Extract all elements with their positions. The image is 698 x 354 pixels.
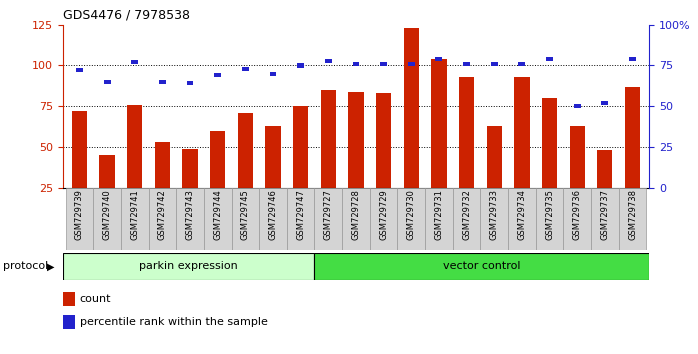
Bar <box>149 188 176 250</box>
Bar <box>536 188 563 250</box>
Bar <box>325 58 332 63</box>
Bar <box>380 62 387 66</box>
Text: protocol: protocol <box>3 261 49 272</box>
Bar <box>210 131 225 188</box>
Bar <box>403 28 419 188</box>
Bar <box>408 62 415 66</box>
Bar <box>508 188 536 250</box>
Text: GSM729744: GSM729744 <box>213 189 222 240</box>
Text: GDS4476 / 7978538: GDS4476 / 7978538 <box>63 9 190 22</box>
Bar <box>320 90 336 188</box>
Text: GSM729729: GSM729729 <box>379 189 388 240</box>
Text: GSM729728: GSM729728 <box>352 189 360 240</box>
Text: GSM729738: GSM729738 <box>628 189 637 240</box>
Bar <box>293 106 309 188</box>
Bar <box>625 87 640 188</box>
Bar <box>519 62 526 66</box>
Text: GSM729741: GSM729741 <box>131 189 139 240</box>
Bar <box>431 59 447 188</box>
Bar <box>546 57 553 61</box>
Bar <box>76 68 83 73</box>
Bar <box>436 57 443 61</box>
Text: parkin expression: parkin expression <box>139 261 238 272</box>
Bar <box>397 188 425 250</box>
Bar <box>287 188 315 250</box>
Bar <box>127 104 142 188</box>
Text: GSM729733: GSM729733 <box>490 189 499 240</box>
Bar <box>597 150 612 188</box>
Text: vector control: vector control <box>443 261 521 272</box>
Bar <box>259 188 287 250</box>
Bar <box>352 62 359 66</box>
Bar <box>66 188 94 250</box>
Bar <box>618 188 646 250</box>
Bar <box>269 72 276 76</box>
Bar <box>103 80 110 84</box>
Bar <box>348 92 364 188</box>
Text: GSM729747: GSM729747 <box>296 189 305 240</box>
Text: GSM729739: GSM729739 <box>75 189 84 240</box>
Text: percentile rank within the sample: percentile rank within the sample <box>80 317 267 327</box>
Bar <box>121 188 149 250</box>
Bar <box>491 62 498 66</box>
Bar <box>570 126 585 188</box>
Bar <box>176 188 204 250</box>
Bar <box>542 98 557 188</box>
Bar <box>63 253 314 280</box>
Text: GSM729737: GSM729737 <box>600 189 609 240</box>
Bar <box>131 60 138 64</box>
Text: GSM729735: GSM729735 <box>545 189 554 240</box>
Text: GSM729734: GSM729734 <box>517 189 526 240</box>
Text: GSM729742: GSM729742 <box>158 189 167 240</box>
Bar <box>315 188 342 250</box>
Bar <box>155 142 170 188</box>
Bar <box>94 188 121 250</box>
Text: GSM729730: GSM729730 <box>407 189 416 240</box>
Bar <box>370 188 397 250</box>
Bar <box>214 73 221 77</box>
Bar <box>574 104 581 108</box>
Text: GSM729743: GSM729743 <box>186 189 195 240</box>
Bar <box>463 62 470 66</box>
Bar <box>265 126 281 188</box>
Bar <box>376 93 392 188</box>
Bar <box>459 77 474 188</box>
Bar <box>297 63 304 68</box>
Bar <box>186 81 193 85</box>
Bar <box>480 188 508 250</box>
Text: GSM729732: GSM729732 <box>462 189 471 240</box>
Text: GSM729731: GSM729731 <box>434 189 443 240</box>
Text: GSM729740: GSM729740 <box>103 189 112 240</box>
Text: count: count <box>80 294 111 304</box>
Bar <box>563 188 591 250</box>
Bar <box>242 67 248 71</box>
Bar <box>159 80 166 84</box>
Text: GSM729746: GSM729746 <box>269 189 278 240</box>
Text: GSM729736: GSM729736 <box>573 189 581 240</box>
Bar <box>238 113 253 188</box>
Bar <box>425 188 453 250</box>
Bar <box>629 57 636 61</box>
Bar <box>182 149 198 188</box>
Bar <box>602 101 609 105</box>
Bar <box>314 253 649 280</box>
Bar <box>232 188 259 250</box>
Bar <box>487 126 502 188</box>
Bar <box>204 188 232 250</box>
Bar <box>514 77 530 188</box>
Bar <box>453 188 480 250</box>
Text: GSM729745: GSM729745 <box>241 189 250 240</box>
Bar <box>99 155 114 188</box>
Bar <box>72 111 87 188</box>
Bar <box>342 188 370 250</box>
Bar <box>591 188 618 250</box>
Text: GSM729727: GSM729727 <box>324 189 333 240</box>
Text: ▶: ▶ <box>47 261 55 272</box>
